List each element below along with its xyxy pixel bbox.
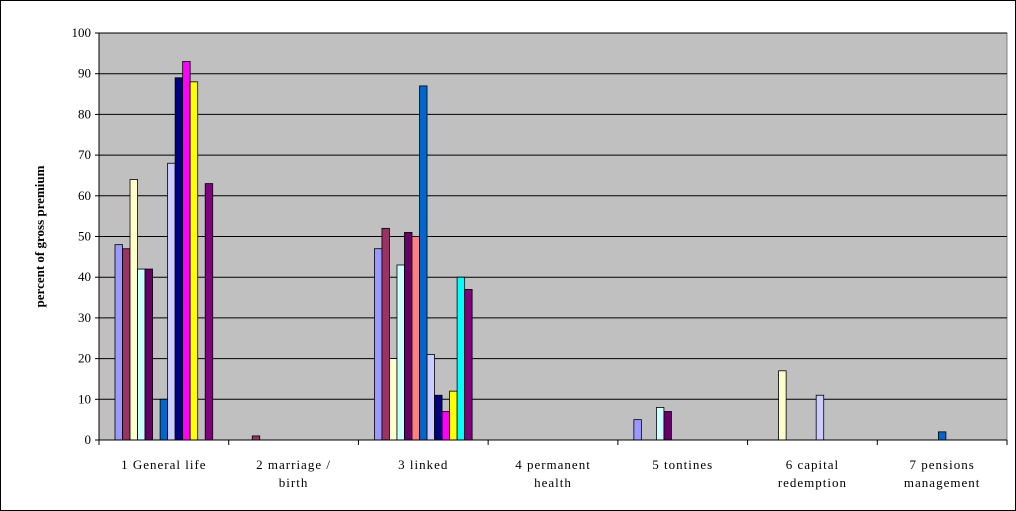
bar (183, 61, 191, 440)
bar (205, 184, 213, 440)
x-category-label: redemption (778, 475, 847, 490)
bar (168, 163, 176, 440)
bar (389, 359, 397, 440)
bar (656, 407, 664, 440)
x-category-label: health (534, 475, 572, 490)
y-tick-label: 90 (78, 66, 91, 81)
bar (382, 228, 390, 440)
bar (465, 289, 473, 440)
bar (420, 86, 428, 440)
bar (190, 82, 198, 440)
bar (130, 180, 138, 440)
bar (115, 245, 123, 440)
bar (175, 78, 183, 440)
y-tick-label: 0 (85, 432, 92, 447)
bar (138, 269, 146, 440)
y-tick-label: 60 (78, 188, 91, 203)
bar (145, 269, 153, 440)
y-tick-label: 100 (72, 25, 92, 40)
bar (435, 395, 443, 440)
bar (374, 249, 382, 440)
x-category-label: 6 capital (786, 457, 839, 472)
bar (252, 436, 260, 440)
y-tick-label: 50 (78, 229, 91, 244)
y-tick-label: 70 (78, 147, 91, 162)
y-tick-label: 20 (78, 351, 91, 366)
x-category-label: birth (279, 475, 309, 490)
bar (450, 391, 458, 440)
y-axis (95, 33, 99, 440)
bar (634, 420, 642, 440)
bar (123, 249, 131, 440)
x-category-label: 2 marriage / (256, 457, 331, 472)
bar (160, 399, 168, 440)
y-tick-label: 10 (78, 391, 91, 406)
x-category-label: 3 linked (398, 457, 448, 472)
x-axis: 1 General life 2 marriage / birth 3 linked 4… (99, 440, 1007, 490)
bar (427, 355, 435, 440)
x-category-label: 1 General life (121, 457, 206, 472)
x-category-label: 5 tontines (652, 457, 713, 472)
y-tick-label: 30 (78, 310, 91, 325)
bar (457, 277, 465, 440)
x-category-label: 4 permanent (515, 457, 591, 472)
bar (412, 237, 420, 441)
x-category-label: management (904, 475, 980, 490)
bar (816, 395, 824, 440)
bar (779, 371, 787, 440)
y-tick-label: 40 (78, 269, 91, 284)
y-tick-label: 80 (78, 106, 91, 121)
bar (397, 265, 405, 440)
y-axis-ticks: 0 10 20 30 40 50 60 70 80 90 100 (72, 25, 92, 447)
bar (664, 412, 672, 440)
bar (442, 412, 450, 440)
x-category-label: 7 pensions (910, 457, 975, 472)
y-axis-title: percent of gross premium (32, 165, 47, 307)
bar (404, 232, 412, 440)
bar (938, 432, 946, 440)
